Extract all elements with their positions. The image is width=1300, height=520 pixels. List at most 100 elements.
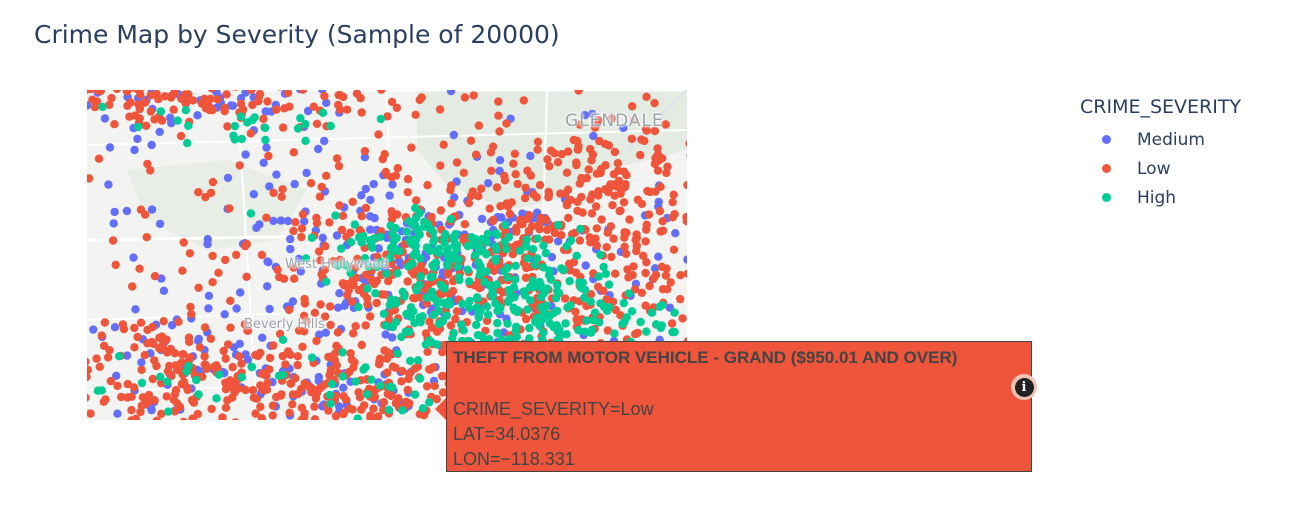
crime-point-medium[interactable]	[366, 195, 375, 205]
crime-point-low[interactable]	[208, 177, 218, 187]
crime-point-low[interactable]	[611, 269, 620, 278]
crime-point-low[interactable]	[140, 350, 149, 360]
crime-point-low[interactable]	[591, 202, 601, 211]
crime-point-high[interactable]	[333, 261, 342, 270]
crime-point-low[interactable]	[500, 171, 509, 181]
crime-point-low[interactable]	[305, 383, 314, 392]
crime-point-low[interactable]	[423, 181, 432, 190]
crime-point-low[interactable]	[182, 383, 192, 392]
crime-point-low[interactable]	[403, 277, 412, 286]
crime-point-low[interactable]	[177, 358, 186, 367]
crime-point-low[interactable]	[232, 250, 241, 260]
crime-point-high[interactable]	[670, 308, 679, 317]
crime-point-low[interactable]	[234, 384, 243, 393]
crime-point-low[interactable]	[676, 294, 685, 304]
crime-point-low[interactable]	[262, 385, 272, 394]
crime-point-high[interactable]	[511, 261, 520, 270]
crime-point-low[interactable]	[149, 339, 158, 348]
crime-point-high[interactable]	[642, 327, 651, 336]
crime-point-low[interactable]	[522, 314, 531, 324]
crime-point-low[interactable]	[277, 192, 286, 201]
crime-point-high[interactable]	[574, 325, 583, 335]
crime-point-high[interactable]	[599, 262, 608, 272]
crime-point-low[interactable]	[136, 407, 145, 417]
crime-point-high[interactable]	[566, 236, 576, 245]
crime-point-medium[interactable]	[366, 225, 375, 234]
crime-point-high[interactable]	[184, 121, 193, 130]
crime-point-high[interactable]	[364, 262, 373, 271]
crime-point-low[interactable]	[621, 180, 630, 189]
crime-point-low[interactable]	[257, 250, 267, 260]
crime-point-low[interactable]	[622, 170, 631, 180]
crime-point-low[interactable]	[602, 295, 611, 304]
crime-point-low[interactable]	[142, 233, 151, 242]
crime-point-low[interactable]	[137, 365, 146, 375]
crime-point-low[interactable]	[306, 179, 316, 188]
crime-point-high[interactable]	[510, 306, 519, 315]
crime-point-low[interactable]	[226, 323, 235, 332]
crime-point-high[interactable]	[354, 233, 364, 242]
crime-point-medium[interactable]	[259, 158, 268, 167]
crime-point-high[interactable]	[409, 307, 418, 316]
crime-point-medium[interactable]	[335, 289, 344, 298]
crime-point-high[interactable]	[523, 305, 532, 314]
crime-point-low[interactable]	[208, 278, 217, 287]
crime-point-low[interactable]	[378, 154, 387, 164]
crime-point-low[interactable]	[339, 392, 348, 401]
crime-point-high[interactable]	[482, 267, 491, 276]
crime-point-low[interactable]	[326, 302, 335, 311]
crime-point-low[interactable]	[221, 403, 231, 412]
crime-point-low[interactable]	[586, 195, 595, 204]
crime-point-low[interactable]	[200, 323, 210, 332]
crime-point-high[interactable]	[492, 245, 501, 254]
crime-point-low[interactable]	[225, 204, 234, 213]
crime-point-high[interactable]	[557, 264, 566, 273]
crime-point-high[interactable]	[353, 414, 362, 420]
crime-point-medium[interactable]	[272, 170, 281, 179]
crime-point-high[interactable]	[346, 268, 355, 278]
crime-point-low[interactable]	[278, 185, 287, 194]
crime-point-low[interactable]	[87, 174, 94, 183]
crime-point-high[interactable]	[512, 332, 521, 342]
crime-point-low[interactable]	[106, 376, 116, 386]
crime-point-high[interactable]	[371, 289, 380, 298]
crime-point-low[interactable]	[637, 288, 647, 297]
crime-point-high[interactable]	[434, 306, 443, 315]
crime-point-low[interactable]	[298, 210, 308, 219]
crime-point-low[interactable]	[284, 305, 294, 315]
crime-point-low[interactable]	[361, 203, 371, 213]
crime-point-low[interactable]	[310, 402, 319, 411]
crime-point-medium[interactable]	[294, 254, 304, 264]
crime-point-medium[interactable]	[360, 153, 370, 162]
crime-point-low[interactable]	[573, 136, 582, 146]
crime-point-low[interactable]	[579, 174, 588, 183]
crime-point-high[interactable]	[376, 381, 385, 390]
crime-point-low[interactable]	[586, 290, 596, 299]
crime-point-medium[interactable]	[388, 333, 397, 342]
crime-point-low[interactable]	[312, 213, 321, 223]
crime-point-high[interactable]	[214, 370, 224, 379]
crime-point-medium[interactable]	[155, 127, 164, 137]
crime-point-high[interactable]	[572, 251, 581, 260]
crime-point-high[interactable]	[594, 272, 603, 281]
crime-point-low[interactable]	[332, 154, 342, 163]
crime-point-high[interactable]	[503, 273, 512, 282]
crime-point-low[interactable]	[314, 247, 324, 256]
crime-point-low[interactable]	[179, 417, 188, 420]
crime-point-high[interactable]	[465, 277, 474, 286]
crime-point-low[interactable]	[625, 215, 634, 224]
crime-point-high[interactable]	[318, 108, 328, 117]
crime-point-low[interactable]	[676, 271, 685, 280]
crime-point-low[interactable]	[291, 218, 300, 227]
crime-point-low[interactable]	[96, 90, 105, 96]
crime-point-medium[interactable]	[314, 372, 324, 382]
crime-point-medium[interactable]	[381, 330, 390, 339]
crime-point-medium[interactable]	[388, 180, 397, 189]
crime-point-low[interactable]	[297, 224, 307, 233]
crime-point-low[interactable]	[653, 144, 662, 153]
crime-point-high[interactable]	[465, 296, 474, 306]
crime-point-low[interactable]	[391, 171, 401, 180]
crime-point-low[interactable]	[235, 352, 244, 361]
crime-point-low[interactable]	[130, 343, 139, 352]
crime-point-high[interactable]	[156, 107, 166, 116]
